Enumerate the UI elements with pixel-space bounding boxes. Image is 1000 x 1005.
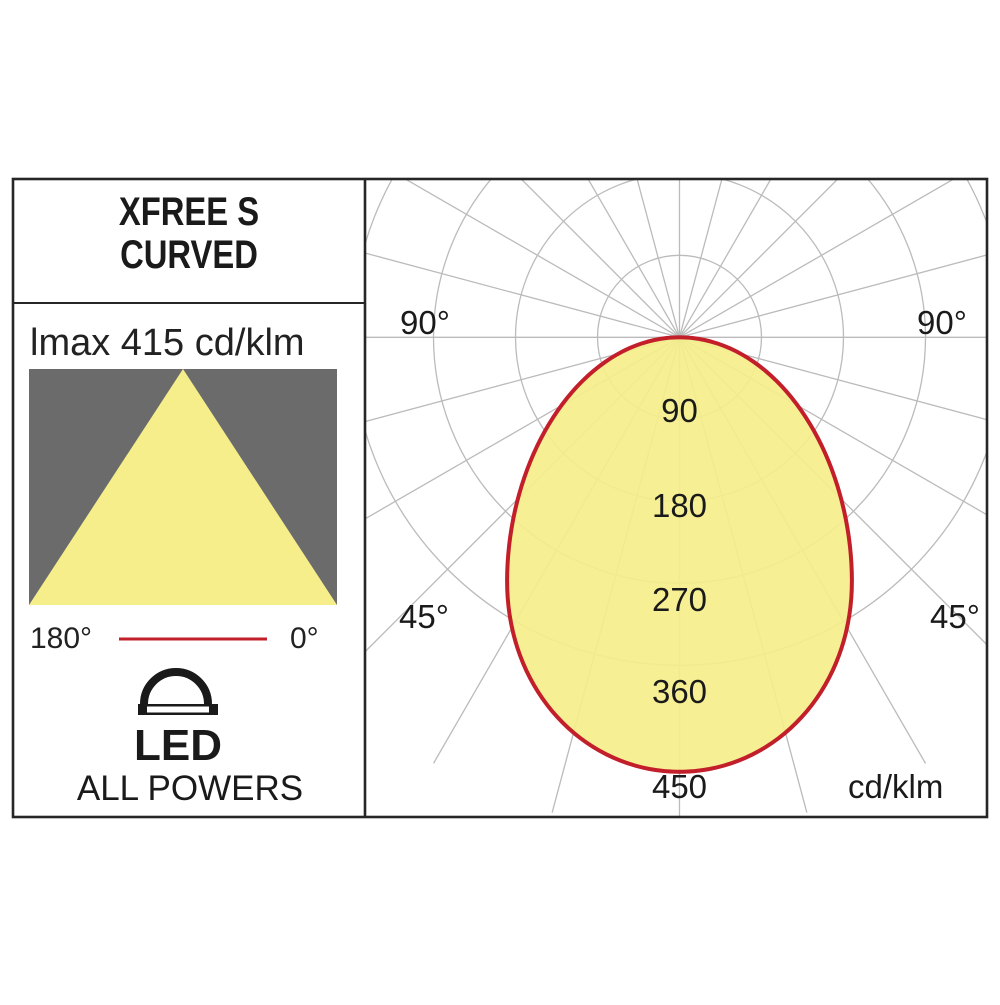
svg-text:LED: LED bbox=[134, 721, 222, 770]
svg-text:45°: 45° bbox=[930, 598, 980, 635]
svg-text:90: 90 bbox=[661, 392, 698, 429]
svg-text:180: 180 bbox=[652, 487, 707, 524]
svg-text:ALL POWERS: ALL POWERS bbox=[77, 769, 303, 808]
svg-text:CURVED: CURVED bbox=[120, 232, 258, 277]
svg-text:360: 360 bbox=[652, 673, 707, 710]
svg-text:0°: 0° bbox=[290, 622, 319, 655]
svg-text:lmax 415 cd/klm: lmax 415 cd/klm bbox=[30, 322, 305, 364]
svg-text:180°: 180° bbox=[30, 622, 92, 655]
svg-text:270: 270 bbox=[652, 581, 707, 618]
svg-text:90°: 90° bbox=[400, 304, 450, 341]
svg-text:cd/klm: cd/klm bbox=[848, 768, 943, 805]
svg-text:90°: 90° bbox=[917, 304, 967, 341]
svg-text:450: 450 bbox=[652, 768, 707, 805]
svg-text:45°: 45° bbox=[399, 598, 449, 635]
svg-text:XFREE S: XFREE S bbox=[119, 189, 259, 234]
